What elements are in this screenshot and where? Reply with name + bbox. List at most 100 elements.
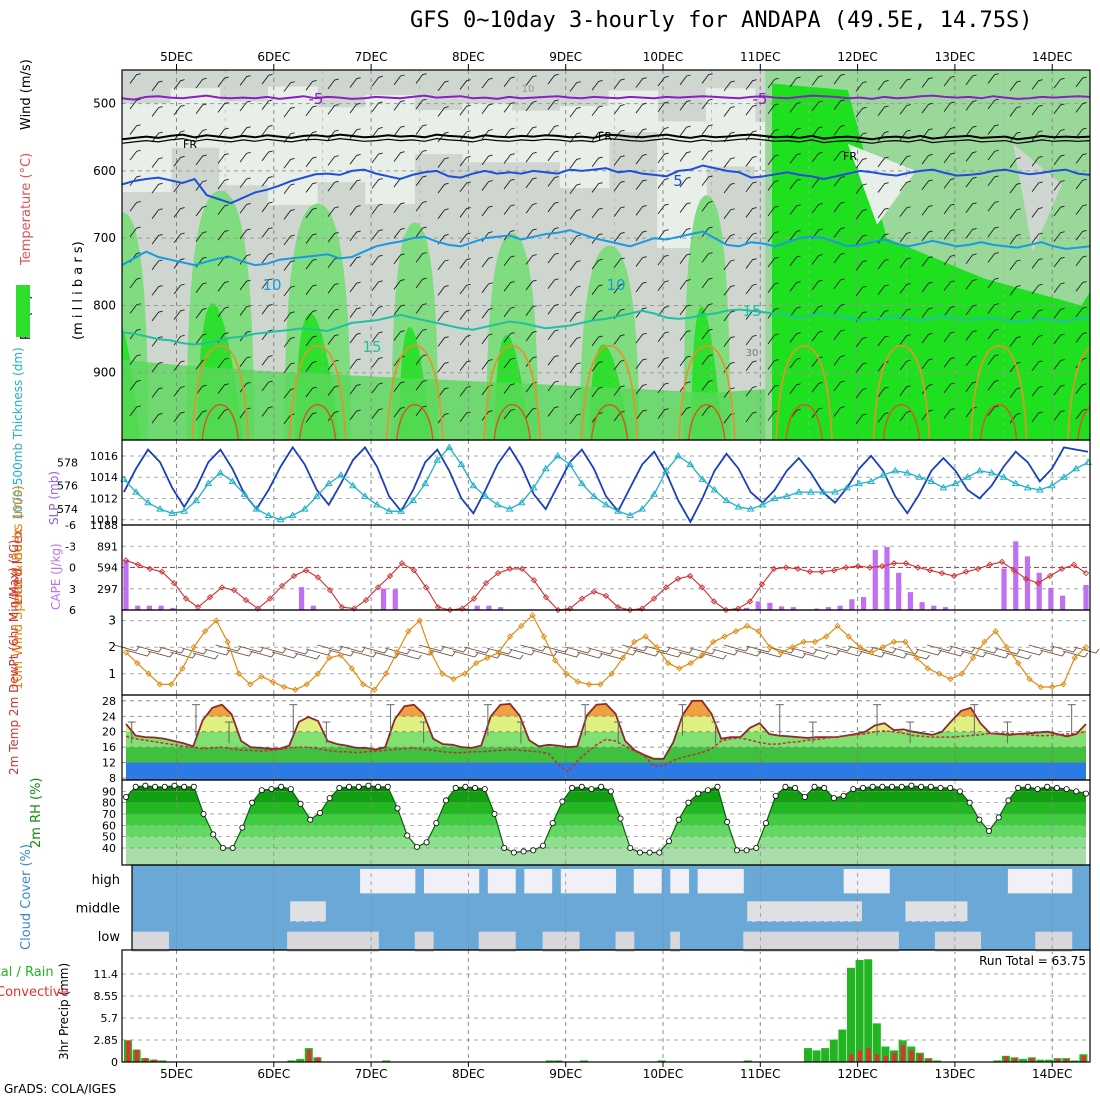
wind-barb [899, 359, 911, 371]
rh-point [472, 784, 479, 791]
wind-barb [437, 208, 449, 219]
wind-speed-point [371, 686, 378, 693]
wind-barb [384, 647, 411, 655]
wind-barb [481, 154, 493, 166]
wind-barb [965, 151, 977, 162]
thickness-point [626, 511, 634, 518]
cloud-cell [835, 901, 845, 922]
slp-tick-label: 1016 [90, 450, 118, 463]
wind-barb [327, 308, 339, 320]
wind-speed-point [732, 628, 740, 635]
cape-tick-label: 1188 [90, 519, 118, 532]
cloud-cell [460, 869, 471, 894]
cloud-cell [314, 931, 325, 952]
lifted-index-point [770, 565, 778, 573]
lifted-index-point [650, 595, 658, 602]
rh-point [404, 832, 411, 839]
wind-barb [437, 106, 449, 117]
wind-barb [195, 180, 207, 191]
thickness-point [734, 502, 743, 510]
wind-barb [503, 153, 515, 164]
precip-total-bar [864, 959, 873, 1062]
isotherm-25 [298, 404, 337, 440]
cloud-cell [341, 931, 352, 952]
rh-point [821, 784, 828, 791]
temperature-line [125, 699, 1087, 760]
wind-barb [173, 130, 185, 141]
wind-barb [569, 362, 581, 373]
rh-point [598, 783, 605, 790]
wind-barb [802, 652, 829, 660]
wind-barb [327, 334, 339, 345]
cloud-cell [725, 869, 735, 894]
lifted-index-point [254, 605, 262, 612]
pressure-tick-label: 500 [93, 97, 116, 111]
wind-barb [1031, 104, 1043, 116]
wind-barb [965, 100, 977, 111]
wind-barb [327, 180, 339, 192]
lifted-index-point [686, 572, 694, 580]
wind-barb [921, 358, 933, 369]
wind-barb [192, 652, 219, 660]
wind-barb [745, 258, 757, 269]
wind-barb [317, 644, 343, 652]
rh-point [685, 799, 692, 806]
lifted-index-point [638, 605, 646, 612]
wind-barb [591, 207, 603, 219]
wind-barb [899, 206, 911, 217]
wind-barb [745, 207, 757, 218]
wind-barb [459, 283, 471, 295]
wind-barb [125, 649, 151, 657]
thickness-point [228, 477, 237, 484]
wind-barb [1075, 332, 1087, 343]
wind-barb [393, 74, 405, 86]
lifted-index-line [125, 559, 1087, 611]
rh-point [1034, 786, 1041, 793]
wind-barb [723, 233, 735, 245]
thickness-point [204, 479, 213, 487]
wind-barb [949, 645, 976, 653]
wind-speed-point [653, 644, 660, 651]
rh-point [433, 820, 440, 827]
cloud-cell [360, 931, 370, 952]
wind-barb [943, 127, 955, 138]
wind-barb [195, 103, 207, 114]
wind-barb [547, 278, 559, 289]
rh-point [763, 820, 770, 827]
wind-barb [503, 408, 515, 420]
cloud-cell [378, 869, 388, 894]
wind-barb [204, 648, 230, 656]
wind-barbs [129, 73, 1087, 425]
rh-dry-cell [847, 144, 916, 225]
wind-barb [151, 157, 163, 168]
lifted-index-point [422, 584, 430, 591]
wind-barb [768, 646, 795, 654]
thickness-point [650, 490, 659, 497]
precip-convective-bar [866, 1048, 871, 1062]
wind-barb [437, 259, 449, 271]
wind-speed-point [292, 686, 299, 693]
rh-point [152, 783, 159, 790]
cape-bar [1059, 595, 1066, 610]
thickness-point [638, 505, 647, 512]
slp-tick-label: 1010 [90, 514, 118, 527]
cloud-cell [533, 869, 544, 894]
wind-barb [644, 645, 671, 653]
wind-barb [943, 280, 955, 291]
wind-barb [173, 411, 185, 423]
wind-barb [547, 406, 559, 417]
wind-barb [525, 407, 537, 419]
lifted-index-point [578, 595, 586, 602]
wind-barb [1031, 386, 1043, 397]
rh-point [830, 795, 837, 802]
wind-speed-point [902, 638, 909, 646]
wind-speed-point [1071, 654, 1078, 661]
wind-barb [987, 277, 999, 289]
wind-barb [635, 179, 647, 191]
rh-point [258, 787, 265, 794]
wind-barb [349, 358, 361, 369]
wind-barb [943, 203, 955, 215]
wind-barb [503, 102, 515, 113]
wind-barb [349, 332, 361, 344]
lifted-index-point [566, 605, 574, 612]
